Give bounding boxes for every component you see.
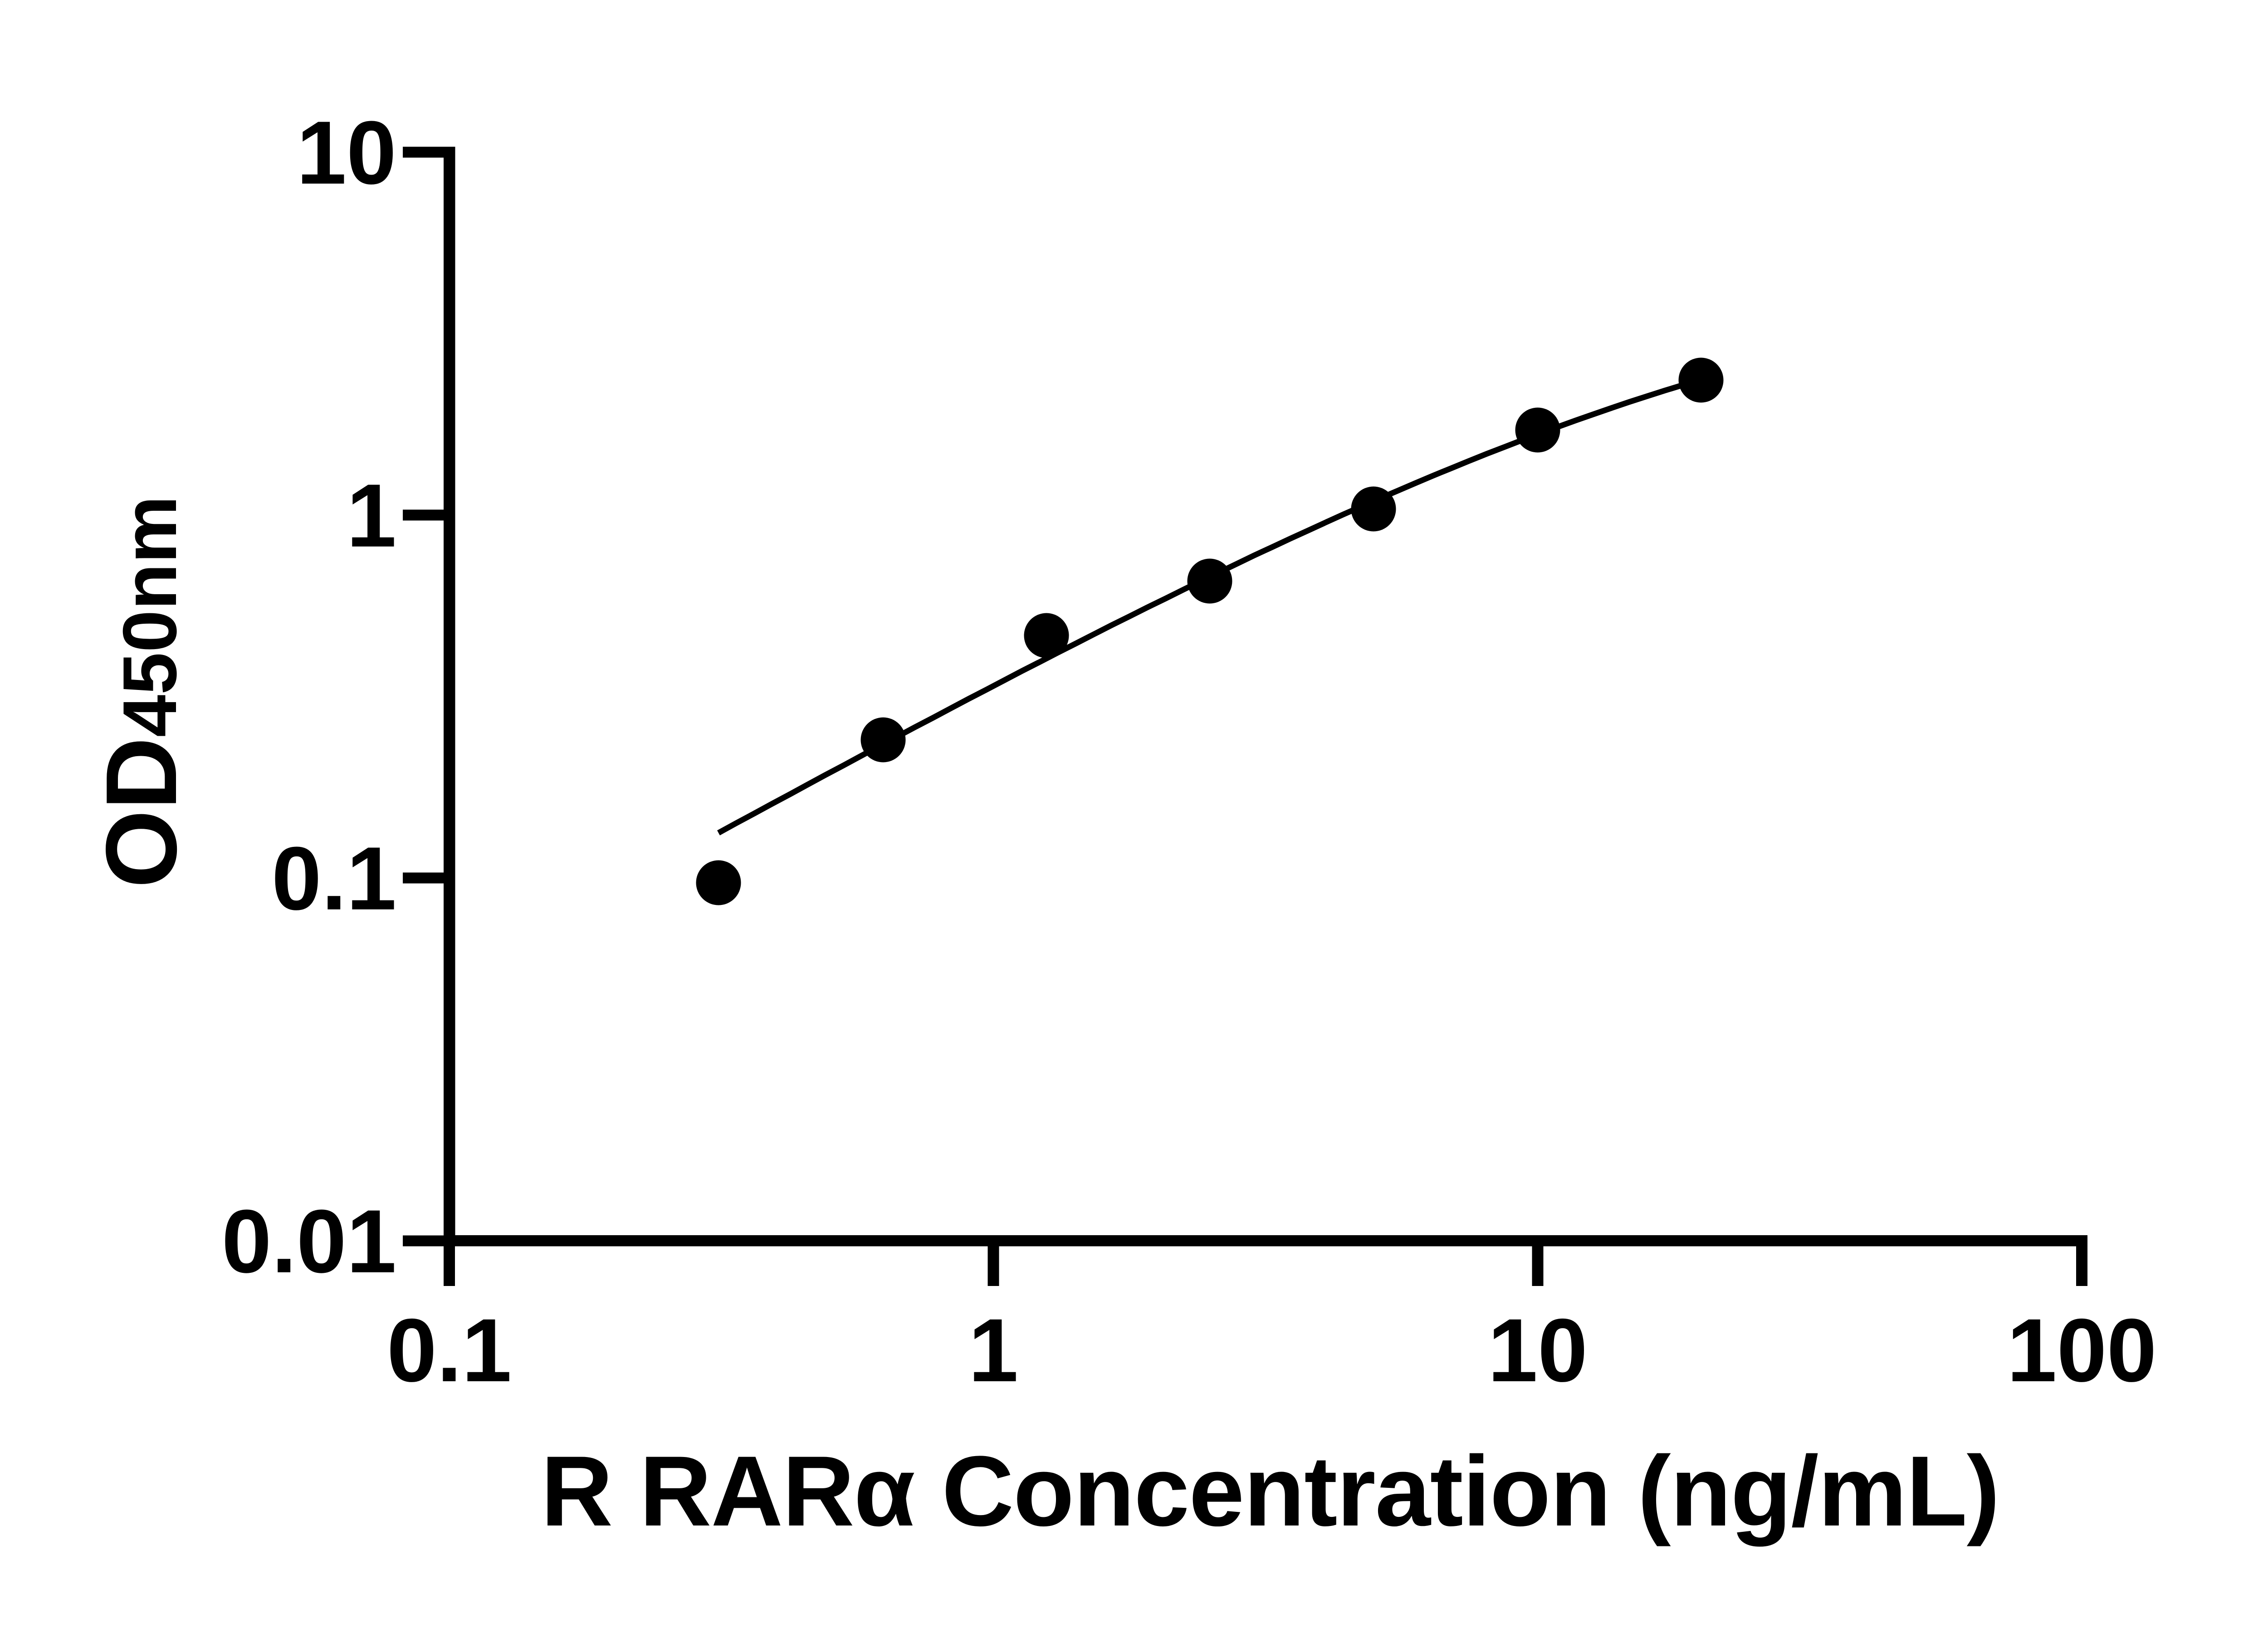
svg-text:1: 1	[968, 1300, 1018, 1400]
svg-text:0.1: 0.1	[272, 828, 396, 929]
svg-text:10: 10	[297, 103, 396, 203]
svg-text:100: 100	[2007, 1300, 2156, 1400]
svg-text:R RARα Concentration (ng/mL): R RARα Concentration (ng/mL)	[541, 1435, 1999, 1547]
svg-text:0.1: 0.1	[387, 1300, 512, 1400]
svg-text:0.01: 0.01	[222, 1191, 396, 1291]
svg-text:1: 1	[347, 465, 396, 566]
svg-text:10: 10	[1488, 1300, 1588, 1400]
